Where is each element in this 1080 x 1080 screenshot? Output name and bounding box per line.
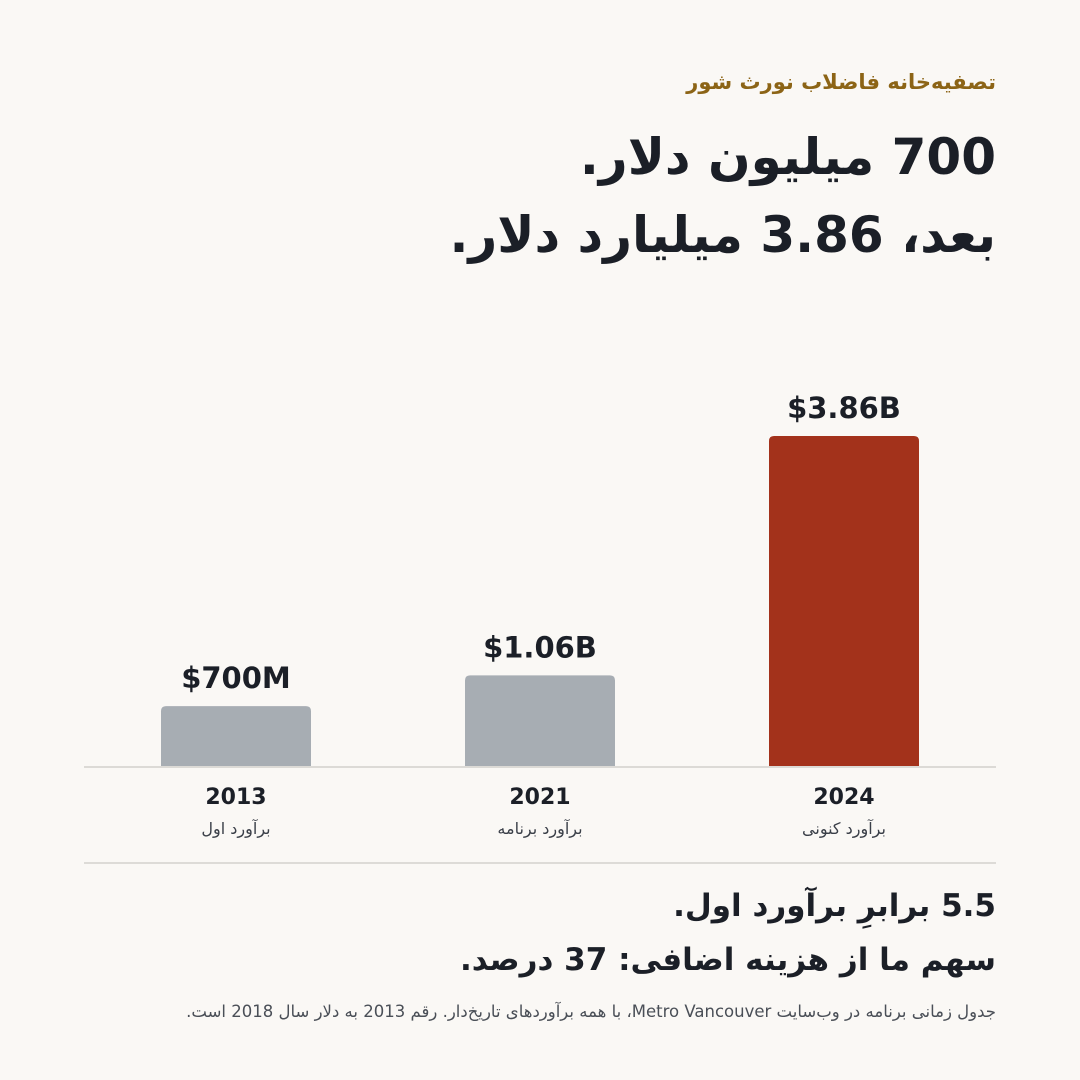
- stat-multiplier: 5.5 برابرِ برآورد اول.: [673, 888, 996, 924]
- tick-label-2024: 2024: [813, 785, 874, 810]
- value-label-2024: $3.86B: [787, 391, 901, 425]
- value-label-2021: $1.06B: [483, 630, 597, 664]
- tick-sublabel-2021: برآورد برنامه: [497, 819, 582, 839]
- tick-sublabel-2024: برآورد کنونی: [802, 819, 886, 839]
- bar-chart: $700M 2013 برآورد اول $1.06B 2021 برآورد برنا…: [84, 391, 996, 839]
- tick-sublabel-2013: برآورد اول: [201, 819, 270, 839]
- bar-2013: [161, 706, 311, 766]
- stat-share: سهم ما از هزینه اضافی: 37 درصد.: [459, 942, 996, 978]
- headline: 700 میلیون دلار. بعد، 3.86 میلیارد دلار.: [84, 118, 996, 274]
- source-note: جدول زمانی برنامه در وب‌سایت Metro Vanco…: [186, 1002, 996, 1021]
- value-label-2013: $700M: [181, 661, 291, 695]
- divider: [84, 862, 996, 864]
- bar-2021: [465, 675, 615, 766]
- kicker-title: تصفیه‌خانه فاضلاب نورث شور: [686, 70, 996, 94]
- bar-2024: [769, 436, 919, 766]
- headline-line-2: بعد، 3.86 میلیارد دلار.: [449, 206, 996, 264]
- tick-label-2021: 2021: [509, 785, 570, 810]
- headline-line-1: 700 میلیون دلار.: [579, 128, 996, 186]
- tick-label-2013: 2013: [205, 785, 266, 810]
